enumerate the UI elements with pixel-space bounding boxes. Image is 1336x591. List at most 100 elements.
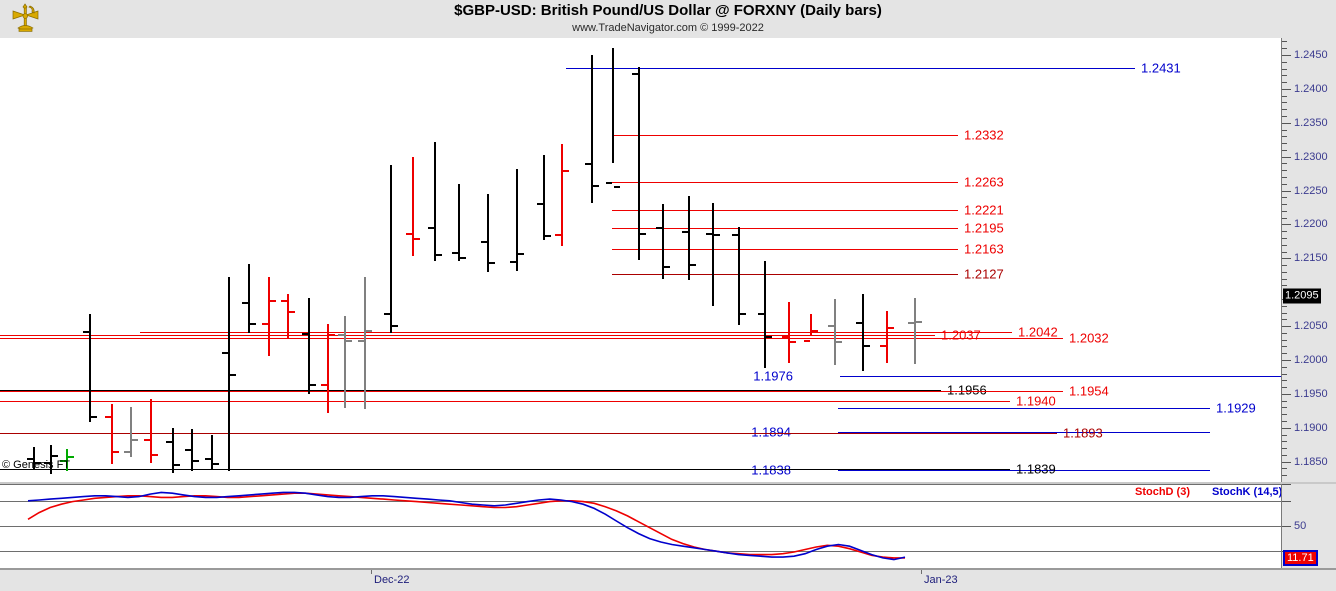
level-line[interactable] [0, 401, 1010, 402]
level-line[interactable] [0, 391, 1063, 392]
ohlc-bar[interactable] [788, 302, 790, 363]
ohlc-bar[interactable] [764, 261, 766, 368]
ohlc-bar[interactable] [886, 311, 888, 363]
ohlc-open-tick [321, 384, 327, 386]
ohlc-bar[interactable] [612, 48, 614, 163]
date-axis-tick [371, 570, 372, 574]
ohlc-bar[interactable] [191, 429, 193, 471]
ohlc-bar[interactable] [130, 407, 132, 457]
price-axis-minor-tick [1282, 109, 1287, 110]
price-axis-minor-tick [1282, 48, 1287, 49]
ohlc-bar[interactable] [66, 449, 68, 471]
ohlc-bar[interactable] [738, 227, 740, 325]
ohlc-close-tick [916, 321, 922, 323]
ohlc-bar[interactable] [390, 165, 392, 333]
price-plot-area[interactable]: 1.2431 1.2332 1.2263 1.2221 1.2195 1.2163 1.21… [0, 38, 1281, 482]
level-line[interactable] [612, 249, 958, 250]
ohlc-bar[interactable] [458, 184, 460, 261]
ohlc-bar[interactable] [248, 264, 250, 333]
price-axis[interactable]: 1.2450 1.2400 1.2350 1.2300 1.2250 1.2200 1.21… [1281, 38, 1336, 482]
ohlc-bar[interactable] [172, 428, 174, 473]
indicator-gridline [0, 526, 1281, 527]
ohlc-bar[interactable] [50, 445, 52, 474]
level-line[interactable] [612, 210, 958, 211]
ohlc-bar[interactable] [228, 277, 230, 471]
level-line[interactable] [566, 68, 1135, 69]
level-label: 1.1839 [1016, 461, 1056, 477]
ohlc-bar[interactable] [287, 294, 289, 339]
ohlc-bar[interactable] [638, 67, 640, 260]
level-label: 1.2037 [941, 327, 981, 343]
ohlc-bar[interactable] [89, 314, 91, 422]
ohlc-open-tick [682, 231, 688, 233]
level-line[interactable] [0, 390, 941, 391]
price-axis-minor-tick [1282, 69, 1287, 70]
price-axis-label: 1.1900 [1294, 422, 1328, 434]
price-axis-minor-tick [1282, 421, 1287, 422]
price-axis-label: 1.1850 [1294, 456, 1328, 468]
ohlc-bar[interactable] [862, 294, 864, 371]
ohlc-bar[interactable] [344, 316, 346, 408]
price-axis-minor-tick [1282, 245, 1287, 246]
ohlc-bar[interactable] [327, 324, 329, 413]
ohlc-open-tick [222, 352, 228, 354]
stochastic-lines [27, 491, 906, 561]
level-line[interactable] [838, 432, 1210, 433]
price-axis-line [1281, 38, 1282, 482]
ohlc-bar[interactable] [591, 55, 593, 203]
price-axis-label: 1.2300 [1294, 151, 1328, 163]
ohlc-bar[interactable] [150, 399, 152, 463]
ohlc-bar[interactable] [308, 298, 310, 394]
ohlc-close-tick [289, 311, 295, 313]
ohlc-bar[interactable] [33, 447, 35, 470]
ohlc-bar[interactable] [111, 404, 113, 464]
indicator-axis-line [1281, 484, 1282, 568]
level-line[interactable] [838, 470, 1210, 471]
stochastic-indicator-pane[interactable]: StochD (3) StochK (14,5) [0, 484, 1281, 568]
ohlc-bar[interactable] [434, 142, 436, 261]
level-line[interactable] [0, 469, 1010, 470]
price-axis-minor-tick [1282, 62, 1287, 63]
indicator-legend-item: StochD (3) [1135, 486, 1190, 498]
ohlc-open-tick [880, 345, 886, 347]
indicator-axis[interactable]: 50 11.71 [1281, 484, 1336, 569]
ohlc-open-tick [105, 416, 111, 418]
header-subtitle: www.TradeNavigator.com © 1999-2022 [572, 22, 764, 34]
ohlc-open-tick [510, 261, 516, 263]
level-line[interactable] [612, 135, 958, 136]
ohlc-close-tick [436, 254, 442, 256]
level-label: 1.1893 [1063, 425, 1103, 441]
level-line[interactable] [612, 182, 958, 183]
level-line[interactable] [838, 408, 1210, 409]
ohlc-close-tick [270, 300, 276, 302]
date-axis[interactable]: Dec-22 Jan-23 [0, 568, 1336, 591]
level-line[interactable] [840, 376, 1281, 377]
ohlc-bar[interactable] [810, 314, 812, 336]
ohlc-bar[interactable] [561, 144, 563, 246]
level-line[interactable] [0, 335, 935, 336]
price-axis-minor-tick [1282, 272, 1287, 273]
ohlc-bar[interactable] [914, 298, 916, 364]
ohlc-bar[interactable] [662, 204, 664, 279]
price-axis-minor-tick [1282, 41, 1287, 42]
ohlc-open-tick [537, 203, 543, 205]
ohlc-bar[interactable] [712, 203, 714, 306]
ohlc-bar[interactable] [516, 169, 518, 271]
ohlc-bar[interactable] [268, 277, 270, 356]
level-line[interactable] [612, 228, 958, 229]
price-axis-label: 1.2150 [1294, 252, 1328, 264]
ohlc-bar[interactable] [688, 196, 690, 280]
ohlc-close-tick [888, 327, 894, 329]
level-line[interactable] [140, 332, 1012, 333]
level-line[interactable] [0, 338, 1063, 339]
level-line[interactable] [0, 433, 1057, 434]
price-axis-minor-tick [1282, 285, 1287, 286]
ohlc-bar[interactable] [543, 155, 545, 240]
ohlc-bar[interactable] [487, 194, 489, 272]
level-line[interactable] [612, 274, 958, 275]
ohlc-bar[interactable] [211, 435, 213, 470]
ohlc-bar[interactable] [364, 277, 366, 409]
genesis-ft-logo-icon [6, 2, 46, 36]
ohlc-bar[interactable] [834, 299, 836, 365]
ohlc-bar[interactable] [412, 157, 414, 256]
